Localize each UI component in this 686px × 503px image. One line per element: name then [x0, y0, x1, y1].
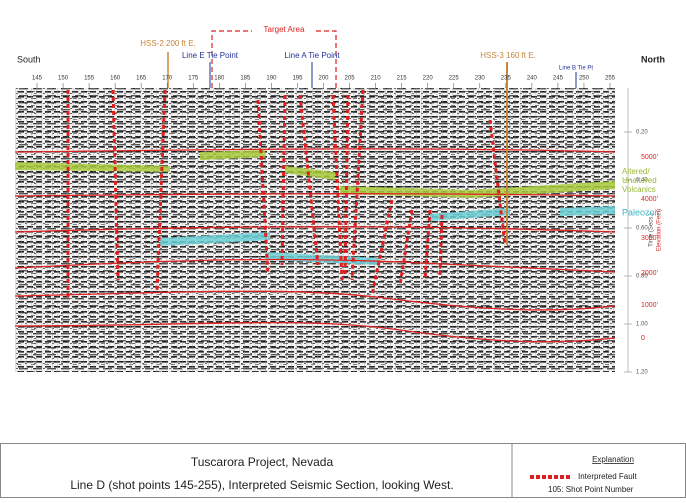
shot-point-label: 210 [371, 76, 382, 82]
volcanics-label-line: Altered/ [622, 167, 650, 176]
time-axis: 0.20 0.40 0.60 0.80 1.00 1.20 [624, 130, 648, 376]
elevation-label: 3000' [641, 235, 658, 242]
elevation-label: 0 [641, 335, 645, 342]
shot-point-label: 230 [475, 76, 486, 82]
elevation-label: 5000' [641, 154, 658, 161]
shot-point-label: 200 [318, 76, 329, 82]
target-area-label: Target Area [264, 25, 305, 34]
elevation-label: 1000' [641, 302, 658, 309]
shot-point-label: 150 [58, 76, 69, 82]
shot-point-label: 145 [32, 76, 43, 82]
shot-point-label: 250 [579, 76, 590, 82]
elevation-label: 4000' [641, 196, 658, 203]
south-label: South [17, 54, 41, 64]
volcanics-label-line: Volcanics [622, 185, 656, 194]
paleozoic-band [160, 206, 615, 265]
shot-point-label: 205 [345, 76, 356, 82]
elevation-axis-title: Elevation (Feet) [657, 209, 663, 251]
time-label: 0.60 [636, 226, 648, 232]
caption-title: Tuscarora Project, Nevada [191, 455, 334, 469]
shot-point-label: 225 [449, 76, 460, 82]
shot-point-label: 155 [84, 76, 95, 82]
shot-point-label: 235 [501, 76, 512, 82]
shot-point-label: 190 [266, 76, 277, 82]
line-b-label: Line B Tie Pt [559, 66, 593, 72]
shot-point-axis: 145 150 155 160 165 170 175 180 185 190 195 200 205 2… [32, 76, 616, 88]
shot-point-label: 240 [527, 76, 538, 82]
fault-legend-label: Interpreted Fault [578, 472, 637, 481]
north-label: North [641, 54, 665, 64]
caption-subtitle: Line D (shot points 145-255), Interprete… [70, 478, 453, 492]
shot-point-label: 220 [423, 76, 434, 82]
explanation-title: Explanation [592, 455, 634, 464]
shot-point-label: 215 [397, 76, 408, 82]
time-axis-title: Time (Secs.) [649, 213, 655, 247]
elevation-label: 2000' [641, 270, 658, 277]
line-a-label: Line A Tie Point [284, 51, 340, 60]
paleozoic-label: Paleozoic [622, 207, 662, 217]
shot-point-label: 255 [605, 76, 616, 82]
time-label: 0.80 [636, 274, 648, 280]
elevation-axis: 5000' 4000' 3000' 2000' 1000' 0 [641, 154, 658, 342]
time-label: 0.40 [636, 178, 648, 184]
shot-point-label: 165 [136, 76, 147, 82]
time-label: 0.20 [636, 130, 648, 136]
shot-point-label: 175 [188, 76, 199, 82]
hss3-label: HSS-3 160 ft E. [480, 51, 536, 60]
shot-point-label: 160 [110, 76, 121, 82]
shot-point-label: 180 [214, 76, 225, 82]
faults [66, 89, 507, 300]
horizons [14, 148, 616, 343]
shot-point-label: 245 [553, 76, 564, 82]
shot-point-legend-label: 105: Shot Point Number [548, 485, 634, 494]
time-label: 1.20 [636, 370, 648, 376]
line-e-label: Line E Tie Point [182, 51, 239, 60]
hss2-label: HSS-2 200 ft E. [140, 39, 196, 48]
volcanics-label-line: Unaltered [622, 176, 657, 185]
shot-point-label: 195 [292, 76, 303, 82]
shot-point-label: 170 [162, 76, 173, 82]
time-label: 1.00 [636, 322, 648, 328]
target-area-box [211, 30, 337, 88]
shot-point-label: 185 [240, 76, 251, 82]
